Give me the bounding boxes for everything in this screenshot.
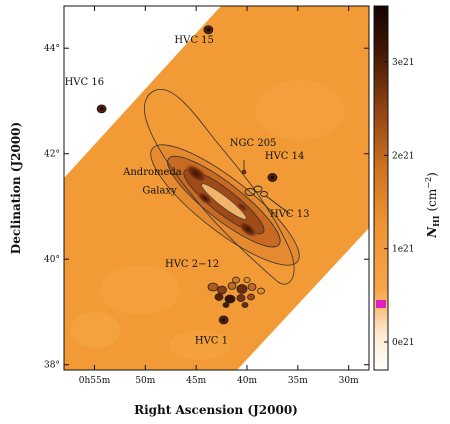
colorbar-ticks: 0e21 1e21 2e21 3e21 xyxy=(384,58,415,348)
colorbar-tick-label: 3e21 xyxy=(392,58,415,68)
y-tick-label: 40° xyxy=(44,255,60,265)
annotation-hvc13: HVC 13 xyxy=(270,209,310,220)
annotation-ngc205: NGC 205 xyxy=(230,138,277,149)
outer-contour xyxy=(144,89,295,285)
hvc-source-core xyxy=(99,107,104,111)
annotations: HVC 15 HVC 16 NGC 205 HVC 14 Andromeda Galaxy… xyxy=(65,35,310,347)
x-tick-label: 45m xyxy=(186,376,206,386)
x-axis-title: Right Ascension (J2000) xyxy=(134,403,298,417)
hvc2-12-clouds xyxy=(207,276,265,308)
colorbar-title-exp: −2 xyxy=(424,177,433,189)
annotation-andromeda: Andromeda xyxy=(122,167,182,178)
hvc-source-core xyxy=(221,318,226,322)
x-tick-label: 35m xyxy=(288,376,308,386)
y-tick-label: 42° xyxy=(44,150,60,160)
x-tick-label: 0h55m xyxy=(79,376,111,386)
annotation-hvc15: HVC 15 xyxy=(174,35,214,46)
colorbar-title-close: ) xyxy=(425,172,439,177)
andromeda-galaxy-emission xyxy=(150,144,300,266)
colorbar-marker xyxy=(376,300,386,308)
colorbar-title-sub: HI xyxy=(431,215,441,227)
hvc13-clouds xyxy=(244,185,268,197)
hvc-source-core xyxy=(270,175,275,180)
annotation-hvc16: HVC 16 xyxy=(65,77,105,88)
colorbar-title-main: N xyxy=(425,226,439,239)
hvc-source-core xyxy=(206,27,211,32)
colorbar-tick-label: 1e21 xyxy=(392,245,415,255)
colorbar xyxy=(373,5,389,371)
y-axis-ticks: 38° 40° 42° 44° xyxy=(44,44,369,371)
y-axis-title: Declination (J2000) xyxy=(9,122,23,254)
colorbar-title-unit: (cm xyxy=(425,188,439,211)
plot-frame xyxy=(63,5,370,371)
annotation-galaxy: Galaxy xyxy=(142,185,177,196)
colorbar-tick-label: 0e21 xyxy=(392,338,415,348)
colorbar-tick-label: 2e21 xyxy=(392,151,415,161)
x-axis-ticks: 0h55m 50m 45m 40m 35m 30m xyxy=(79,6,359,386)
y-tick-label: 38° xyxy=(44,361,60,371)
x-tick-label: 50m xyxy=(135,376,155,386)
colorbar-title: NHI (cm−2) xyxy=(424,172,441,239)
hvc13-pointer xyxy=(265,195,291,215)
annotation-hvc14: HVC 14 xyxy=(265,151,305,162)
y-tick-label: 44° xyxy=(44,44,60,54)
compact-sources xyxy=(96,25,278,325)
x-tick-label: 40m xyxy=(237,376,257,386)
annotation-hvc2_12: HVC 2−12 xyxy=(165,259,219,270)
annotation-hvc1: HVC 1 xyxy=(195,336,228,347)
x-tick-label: 30m xyxy=(339,376,359,386)
ngc205-source xyxy=(241,169,247,175)
